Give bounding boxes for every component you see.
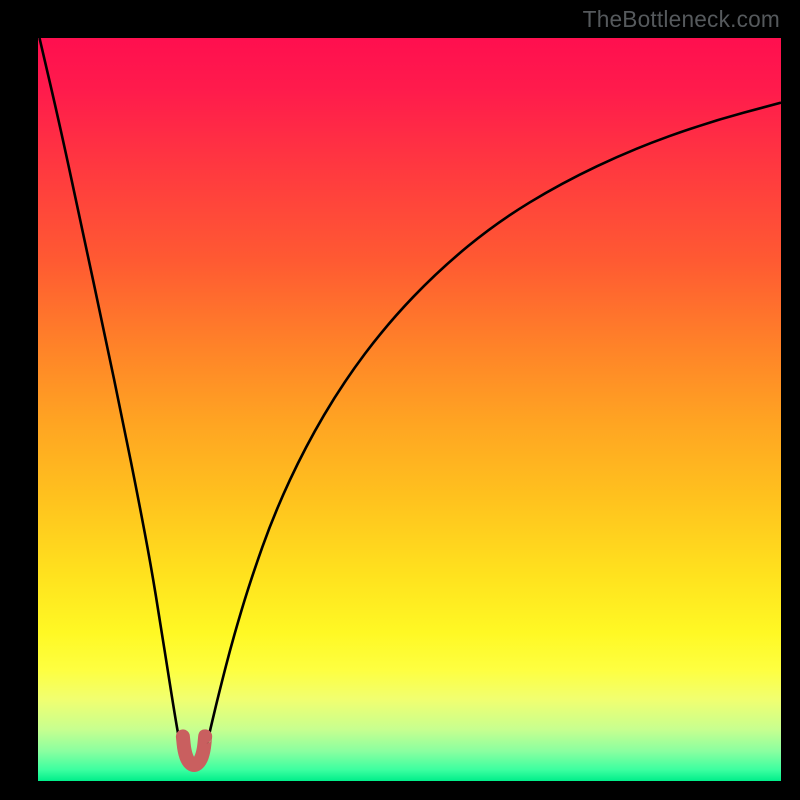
watermark-text: TheBottleneck.com [583,6,780,33]
plot-area [38,38,781,781]
valley-marker [38,38,781,781]
chart-container: TheBottleneck.com [0,0,800,800]
valley-u-marker [183,736,205,765]
